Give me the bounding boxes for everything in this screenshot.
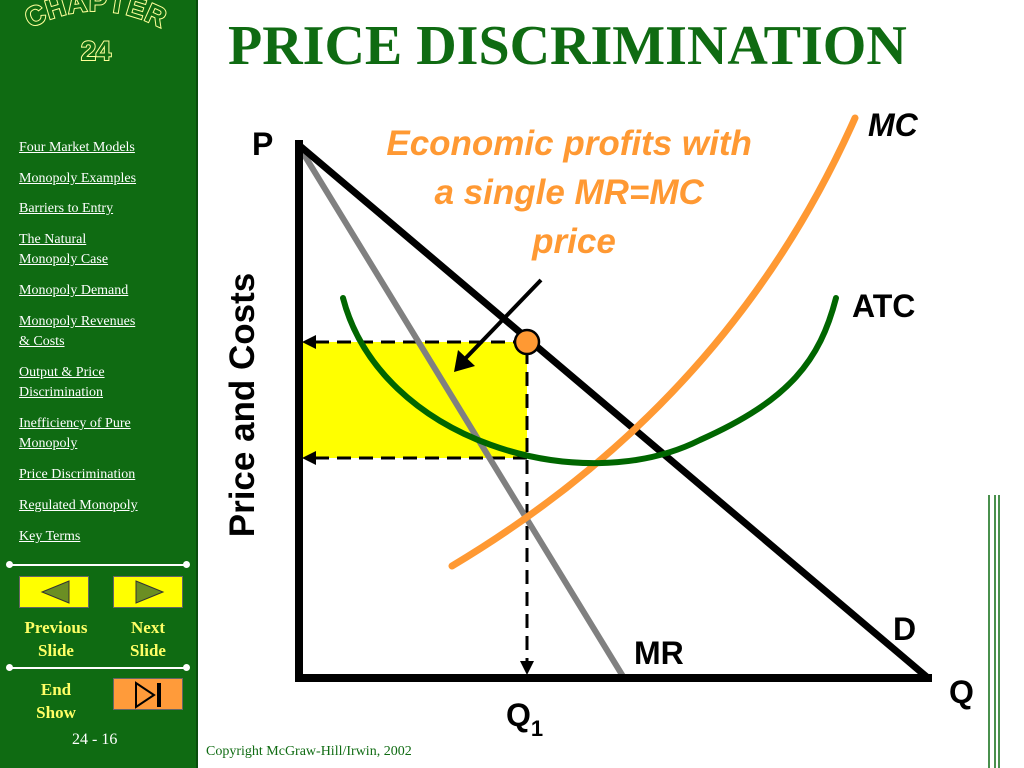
- sidebar-item-four-market-models[interactable]: Four Market Models: [19, 140, 135, 155]
- separator-dot: [6, 664, 13, 671]
- atc-guide-arrowhead: [302, 451, 316, 465]
- end-show-label[interactable]: End Show: [36, 680, 76, 722]
- separator-dot: [183, 561, 190, 568]
- quantity-letter: Q: [506, 697, 531, 733]
- sidebar-item-price-discrimination[interactable]: Price Discrimination: [19, 467, 136, 482]
- sidebar-item-barriers-to-entry[interactable]: Barriers to Entry: [19, 201, 114, 216]
- demand-label: D: [893, 611, 916, 647]
- separator-dot: [183, 664, 190, 671]
- separator-top: [10, 564, 186, 566]
- annotation-line-3: price: [531, 222, 616, 261]
- previous-slide-button[interactable]: [19, 576, 89, 608]
- sidebar-item-natural-monopoly-case[interactable]: The Natural Monopoly Case: [19, 232, 109, 267]
- copyright: Copyright McGraw-Hill/Irwin, 2002: [206, 744, 412, 759]
- y-axis-title: Price and Costs: [223, 273, 262, 538]
- triangle-right-icon: [135, 580, 165, 604]
- price-guide-arrowhead: [302, 335, 316, 349]
- next-slide-label[interactable]: Next Slide: [130, 618, 166, 660]
- end-show-icon: [135, 681, 161, 709]
- demand-curve: [297, 143, 931, 681]
- mc-label: MC: [868, 107, 919, 143]
- chapter-number: 24: [81, 36, 111, 66]
- previous-slide-label[interactable]: Previous Slide: [24, 618, 88, 660]
- sidebar-item-monopoly-demand[interactable]: Monopoly Demand: [19, 283, 129, 298]
- quantity-guide-arrowhead: [520, 661, 534, 675]
- y-axis-letter: P: [252, 126, 273, 162]
- profit-annotation: Economic profits with a single MR=MC pri…: [386, 124, 761, 261]
- separator-bottom: [10, 667, 186, 669]
- annotation-arrowhead: [454, 350, 475, 372]
- sidebar-item-key-terms[interactable]: Key Terms: [19, 529, 81, 544]
- page-number: 24 - 16: [72, 731, 118, 748]
- quantity-subscript: 1: [531, 716, 543, 741]
- quantity-label: Q1: [506, 697, 543, 741]
- chapter-badge: CHAPTER 24: [19, 0, 171, 67]
- sidebar-item-monopoly-revenues-costs[interactable]: Monopoly Revenues & Costs: [19, 314, 136, 349]
- atc-curve: [340, 295, 839, 467]
- profit-max-point: [513, 328, 541, 356]
- page-title: PRICE DISCRIMINATION: [228, 15, 907, 77]
- sidebar-item-monopoly-examples[interactable]: Monopoly Examples: [19, 171, 137, 186]
- end-show-button[interactable]: [113, 678, 183, 710]
- annotation-line-2: a single MR=MC: [434, 173, 704, 212]
- sidebar-item-regulated-monopoly[interactable]: Regulated Monopoly: [19, 498, 138, 513]
- x-axis-letter: Q: [949, 674, 974, 710]
- decorative-lines: [988, 495, 1000, 768]
- sidebar: CHAPTER 24 Four Market Models Monopoly E…: [0, 0, 198, 768]
- triangle-left-icon: [40, 580, 70, 604]
- annotation-line-1: Economic profits with: [386, 124, 752, 163]
- sidebar-item-inefficiency-pure-monopoly[interactable]: Inefficiency of Pure Monopoly: [19, 416, 131, 451]
- next-slide-button[interactable]: [113, 576, 183, 608]
- separator-dot: [6, 561, 13, 568]
- sidebar-item-output-price-discrimination[interactable]: Output & Price Discrimination: [19, 365, 105, 400]
- mc-curve: [448, 114, 859, 570]
- atc-label: ATC: [852, 288, 915, 324]
- annotation-arrow: [460, 278, 543, 364]
- mr-label: MR: [634, 635, 684, 671]
- mr-curve: [297, 146, 627, 680]
